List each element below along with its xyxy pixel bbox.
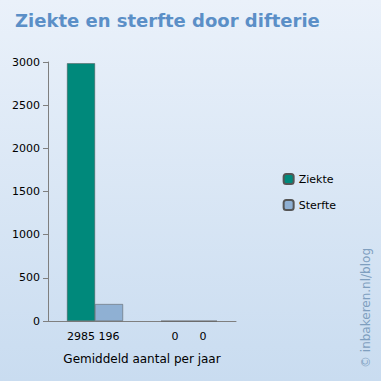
svg-text:0: 0 — [200, 330, 207, 343]
svg-text:Sterfte: Sterfte — [299, 199, 337, 212]
svg-text:0: 0 — [172, 330, 179, 343]
svg-text:2000: 2000 — [12, 142, 40, 155]
svg-text:2500: 2500 — [12, 99, 40, 112]
svg-text:© inbakeren.nl/blog: © inbakeren.nl/blog — [359, 248, 373, 368]
svg-text:Gemiddeld aantal per jaar: Gemiddeld aantal per jaar — [63, 352, 220, 366]
svg-text:196: 196 — [99, 330, 120, 343]
svg-text:0: 0 — [33, 315, 40, 328]
svg-text:Ziekte: Ziekte — [299, 173, 334, 186]
svg-text:500: 500 — [19, 271, 40, 284]
svg-text:1500: 1500 — [12, 185, 40, 198]
svg-text:3000: 3000 — [12, 56, 40, 69]
svg-text:1000: 1000 — [12, 228, 40, 241]
svg-text:2985: 2985 — [67, 330, 95, 343]
svg-text:Ziekte en sterfte door difteri: Ziekte en sterfte door difterie — [15, 10, 320, 31]
